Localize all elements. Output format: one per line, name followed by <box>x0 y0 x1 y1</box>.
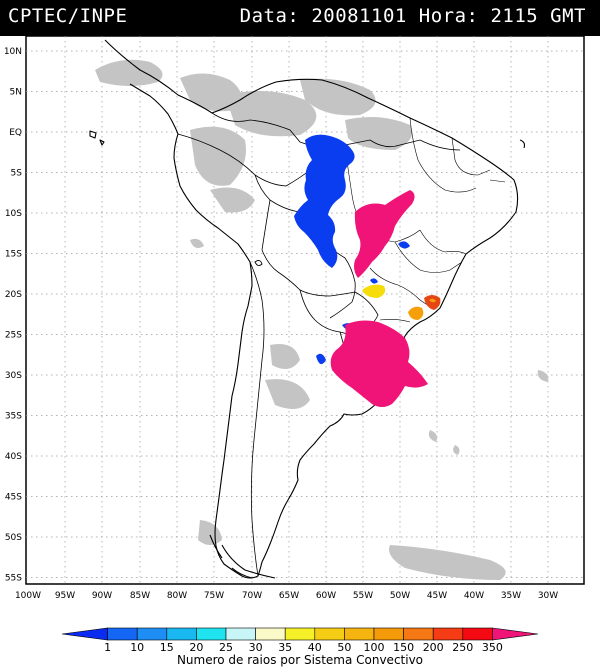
legend-swatch <box>492 627 539 641</box>
legend-swatch <box>225 627 256 641</box>
legend-swatch <box>284 627 316 641</box>
lat-label: 55S <box>5 574 22 584</box>
lon-label: 50W <box>390 591 410 601</box>
legend-tick-label: 30 <box>249 641 263 654</box>
blue-cluster-north <box>294 134 355 268</box>
legend-tick-label: 100 <box>364 641 385 654</box>
legend-tick-label: 40 <box>308 641 322 654</box>
magenta-cluster-central <box>354 190 415 278</box>
map: 10N 5N EQ 5S 10S 15S 20S 25S 30S 35S 40S… <box>0 36 600 616</box>
legend-tick-label: 250 <box>452 641 473 654</box>
legend-tick-label: 150 <box>393 641 414 654</box>
legend-swatch <box>432 627 464 641</box>
legend-ticks: 1 10 15 20 25 30 35 40 50 100 150 200 250 350 <box>104 641 503 654</box>
lakes <box>254 259 263 267</box>
red-cluster <box>424 295 441 310</box>
legend-tick-label: 15 <box>160 641 174 654</box>
time-value: 2115 <box>490 5 539 27</box>
blue-small-b <box>370 278 378 284</box>
lon-label: 70W <box>242 591 262 601</box>
lon-label: 100W <box>15 591 41 601</box>
lon-label: 90W <box>92 591 112 601</box>
agency-label: CPTEC/INPE <box>8 5 128 27</box>
data-label: Data: <box>239 5 300 27</box>
lon-label: 35W <box>501 591 521 601</box>
cloud-cover <box>95 59 549 580</box>
lat-label: 40S <box>5 452 22 462</box>
legend-tick-label: 50 <box>337 641 351 654</box>
legend-tick-label: 350 <box>482 641 503 654</box>
legend-tick-label: 20 <box>189 641 203 654</box>
legend-swatch <box>136 627 168 641</box>
orange-cluster <box>408 306 424 320</box>
magenta-cluster-south <box>330 320 428 407</box>
legend-swatch <box>61 627 108 641</box>
legend-title: Numero de raios por Sistema Convectivo <box>176 653 424 667</box>
lat-label: 25S <box>5 331 22 341</box>
legend-swatch <box>107 627 138 641</box>
lon-label: 30W <box>538 591 558 601</box>
lon-axis-labels: 100W 95W 90W 85W 80W 75W 70W 65W 60W 55W… <box>15 591 558 601</box>
datetime-label: Data: 20081101 Hora: 2115 GMT <box>240 5 586 27</box>
color-legend: 1 10 15 20 25 30 35 40 50 100 150 200 250 350 <box>61 627 539 654</box>
map-frame <box>25 36 585 585</box>
lon-label: 55W <box>353 591 373 601</box>
legend-swatch <box>196 627 227 641</box>
legend-swatch <box>373 627 404 641</box>
lat-label: EQ <box>9 128 22 138</box>
lat-label: 5S <box>11 169 23 179</box>
blue-small-a <box>398 241 410 249</box>
legend-bar <box>61 627 539 641</box>
lon-label: 40W <box>464 591 484 601</box>
lon-label: 60W <box>316 591 336 601</box>
yellow-cluster <box>362 284 386 298</box>
lon-label: 80W <box>167 591 187 601</box>
lat-label: 20S <box>5 290 22 300</box>
legend-tick-label: 1 <box>104 641 111 654</box>
lat-label: 10S <box>5 209 22 219</box>
legend-swatch <box>403 627 434 641</box>
legend-tick-label: 25 <box>219 641 233 654</box>
title-bar: CPTEC/INPE Data: 20081101 Hora: 2115 GMT <box>0 0 600 36</box>
lat-label: 35S <box>5 412 22 422</box>
legend-swatch <box>462 627 493 641</box>
red-cluster-core <box>429 298 436 303</box>
blue-small-d <box>316 353 326 365</box>
legend-tick-label: 35 <box>278 641 292 654</box>
timezone-label: GMT <box>550 5 586 27</box>
lon-label: 45W <box>427 591 447 601</box>
legend-swatch <box>255 627 286 641</box>
lat-axis-labels: 10N 5N EQ 5S 10S 15S 20S 25S 30S 35S 40S… <box>4 47 22 584</box>
lat-label: 10N <box>4 47 22 57</box>
legend-tick-label: 200 <box>423 641 444 654</box>
lon-label: 75W <box>204 591 224 601</box>
lon-label: 85W <box>130 591 150 601</box>
lon-label: 65W <box>279 591 299 601</box>
legend-tick-label: 10 <box>130 641 144 654</box>
legend-swatch <box>314 627 345 641</box>
legend-swatch <box>166 627 197 641</box>
convective-systems <box>294 134 441 407</box>
hora-label: Hora: <box>418 5 479 27</box>
legend-swatch <box>344 627 375 641</box>
lat-label: 45S <box>5 493 22 503</box>
lat-label: 5N <box>10 88 22 98</box>
lon-label: 95W <box>55 591 75 601</box>
lat-label: 30S <box>5 371 22 381</box>
lat-label: 50S <box>5 533 22 543</box>
date-value: 20081101 <box>311 5 407 27</box>
lat-label: 15S <box>5 250 22 260</box>
